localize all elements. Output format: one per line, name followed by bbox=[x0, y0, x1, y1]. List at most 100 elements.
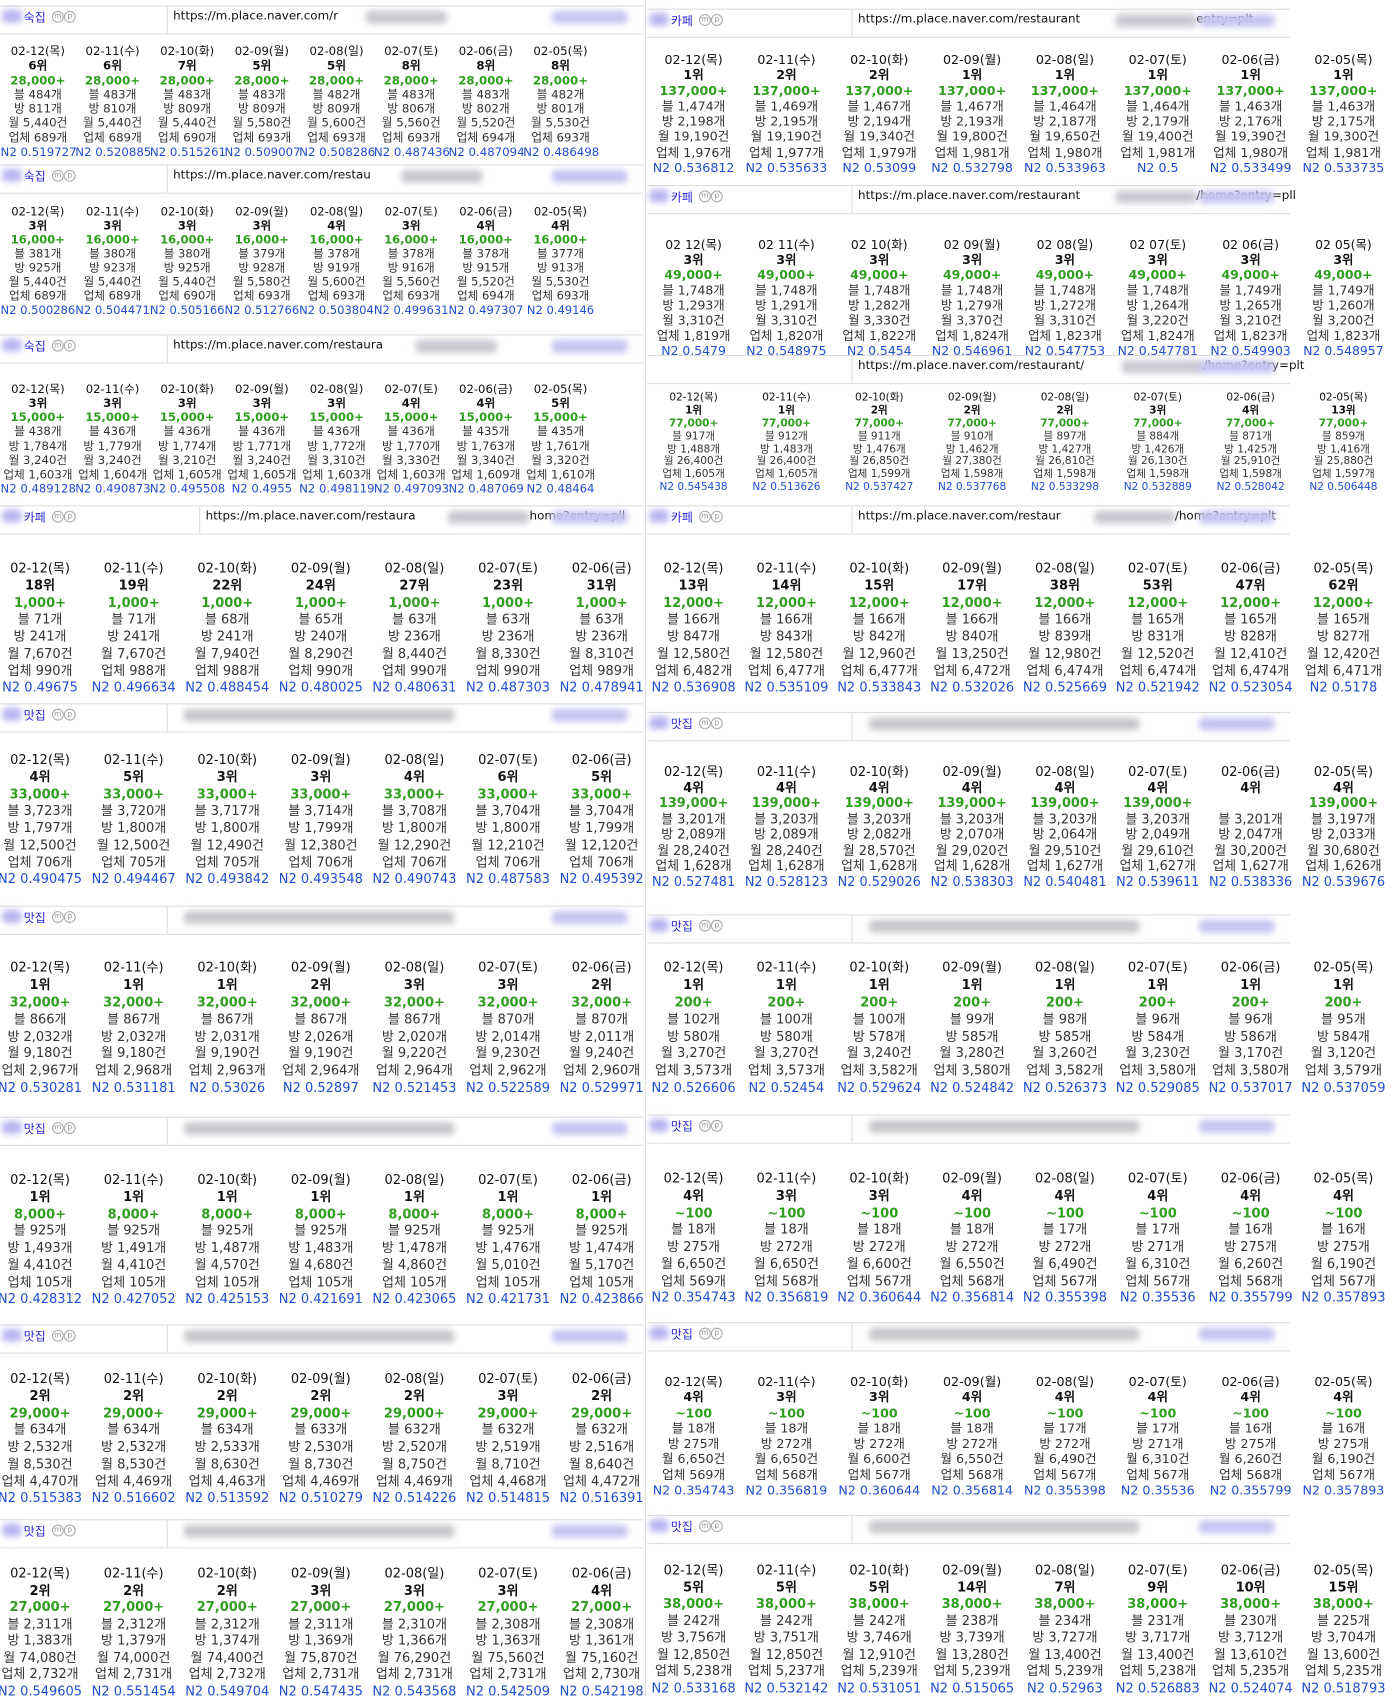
visit-count: 방 840개 bbox=[945, 628, 999, 644]
price: 38,000+ bbox=[848, 1596, 910, 1612]
n2-score: N2 0.512766 bbox=[224, 302, 300, 318]
visit-count: 방 1,379개 bbox=[101, 1632, 167, 1648]
rank: 1위 bbox=[1147, 67, 1168, 83]
date: 02-06(금) bbox=[1221, 1374, 1280, 1390]
map-icon: m bbox=[51, 1329, 64, 1342]
rank: 2위 bbox=[591, 976, 613, 993]
business-count: 업체 1,610개 bbox=[525, 467, 596, 482]
price: 15,000+ bbox=[10, 410, 66, 425]
business-count: 업체 1,824개 bbox=[935, 327, 1009, 344]
n2-score: N2 0.509007 bbox=[224, 144, 300, 159]
n2-score: N2 0.52897 bbox=[282, 1080, 359, 1096]
n2-score: N2 0.360644 bbox=[838, 1482, 921, 1498]
blur-mask bbox=[1198, 14, 1275, 28]
rank: 3위 bbox=[310, 769, 332, 785]
n2-score: N2 0.427052 bbox=[91, 1291, 176, 1307]
visit-count: 방 580개 bbox=[759, 1028, 813, 1044]
category-label: 숙집 bbox=[23, 10, 46, 25]
business-count: 업체 705개 bbox=[194, 854, 260, 870]
date: 02-12(목) bbox=[10, 1565, 70, 1581]
rank: 3위 bbox=[1147, 252, 1168, 268]
blog-count: 블 925개 bbox=[13, 1222, 67, 1239]
day-column: 02-10(화) 1위 32,000+ 블 867개 방 2,031개 월 9,190건 업… bbox=[180, 960, 274, 1097]
business-count: 업체 4,469개 bbox=[95, 1473, 173, 1489]
blog-count: 블 436개 bbox=[387, 424, 435, 439]
price: 28,000+ bbox=[383, 73, 439, 88]
url-divider bbox=[851, 1514, 853, 1543]
visit-count: 방 1,291개 bbox=[755, 297, 818, 313]
n2-score: N2 0.529026 bbox=[837, 873, 921, 889]
business-count: 업체 1,981개 bbox=[1120, 144, 1196, 160]
header-line bbox=[0, 1116, 643, 1118]
blog-count: 블 63개 bbox=[392, 611, 437, 627]
business-count: 업체 706개 bbox=[475, 854, 541, 870]
monthly-count: 월 5,440건 bbox=[83, 274, 142, 289]
business-count: 업체 6,472개 bbox=[933, 662, 1011, 678]
day-column: 02-08(일) 2위 77,000+ 블 897개 방 1,427개 월 26,810건… bbox=[1019, 392, 1112, 495]
blur-mask bbox=[649, 12, 669, 26]
date: 02-09(월) bbox=[942, 1170, 1003, 1186]
visit-count: 방 843개 bbox=[759, 628, 813, 644]
blog-count: 블 166개 bbox=[852, 611, 906, 627]
date: 02-11(수) bbox=[103, 1565, 164, 1581]
price: 28,000+ bbox=[458, 73, 514, 88]
business-count: 업체 689개 bbox=[83, 130, 142, 145]
blog-count: 블 634개 bbox=[13, 1422, 67, 1438]
day-column: 02-06(금) 8위 28,000+ 블 483개 방 802개 월 5,520건 업체 … bbox=[449, 44, 524, 159]
monthly-count: 월 12,580건 bbox=[749, 645, 824, 661]
rank: 3위 bbox=[403, 976, 425, 993]
monthly-count: 월 8,630건 bbox=[194, 1456, 260, 1472]
date: 02-12(목) bbox=[663, 1170, 724, 1186]
visit-count: 방 271개 bbox=[1132, 1435, 1184, 1452]
monthly-count: 월 3,310건 bbox=[662, 312, 725, 328]
visit-count: 방 2,532개 bbox=[101, 1439, 167, 1455]
rank: 13위 bbox=[1331, 404, 1356, 417]
business-count: 업체 988개 bbox=[194, 662, 260, 678]
visit-count: 방 578개 bbox=[852, 1028, 906, 1044]
date: 02-08(일) bbox=[1035, 1562, 1095, 1578]
n2-score: N2 0.522589 bbox=[465, 1080, 551, 1096]
blur-mask bbox=[1198, 360, 1275, 374]
blog-count: 블 242개 bbox=[667, 1612, 720, 1628]
rank: 14위 bbox=[771, 577, 802, 593]
rank: 3위 bbox=[327, 396, 346, 411]
day-column: 02-09(월) 1위 8,000+ 블 925개 방 1,483개 월 4,680건 업체… bbox=[274, 1172, 368, 1308]
price: 12,000+ bbox=[1312, 594, 1374, 610]
price: 137,000+ bbox=[1216, 82, 1285, 98]
day-column: 02-10(화) 1위 200+ 블 100개 방 578개 월 3,240건 업체 3,5… bbox=[833, 960, 926, 1097]
visit-count: 방 584개 bbox=[1317, 1028, 1370, 1044]
map-icon: p bbox=[710, 919, 723, 932]
blog-count: 블 435개 bbox=[462, 424, 510, 439]
visit-count: 방 1,476개 bbox=[475, 1240, 541, 1256]
visit-count: 방 272개 bbox=[1039, 1435, 1091, 1452]
date: 02-05(목) bbox=[533, 204, 588, 219]
date: 02-07(토) bbox=[478, 752, 538, 768]
day-column: 02 08(일) 3위 49,000+ 블 1,748개 방 1,272개 월 3,310… bbox=[1019, 237, 1112, 358]
price: 33,000+ bbox=[571, 786, 633, 802]
business-count: 업체 3,582개 bbox=[1026, 1062, 1104, 1078]
visit-count: 방 1,799개 bbox=[569, 820, 635, 836]
visit-count: 방 809개 bbox=[237, 101, 286, 116]
day-column: 02-11(수) 3위 ~100 블 18개 방 272개 월 6,650건 업체 568개… bbox=[740, 1171, 833, 1307]
url-divider bbox=[166, 1519, 168, 1548]
n2-score: N2 0.5454 bbox=[846, 343, 912, 359]
category-label: 맛집 bbox=[670, 1327, 693, 1342]
day-column: 02-12(목) 1위 77,000+ 블 917개 방 1,488개 월 26,400건… bbox=[647, 392, 740, 495]
day-column: 02-12(목) 1위 137,000+ 블 1,474개 방 2,198개 월 19,1… bbox=[647, 52, 740, 175]
price: 38,000+ bbox=[941, 1596, 1003, 1612]
blur-mask bbox=[415, 339, 498, 353]
date: 02-08(일) bbox=[384, 560, 445, 576]
rank: 2위 bbox=[29, 1582, 51, 1598]
day-column: 02-11(수) 1위 77,000+ 블 912개 방 1,483개 월 26,400건… bbox=[740, 392, 833, 495]
day-column: 02-06(금) 10위 38,000+ 블 230개 방 3,712개 월 13,610… bbox=[1204, 1562, 1297, 1696]
rank: 4위 bbox=[403, 769, 425, 785]
blog-count: 블 18개 bbox=[949, 1221, 995, 1238]
price: 139,000+ bbox=[1123, 795, 1193, 811]
rank: 6위 bbox=[103, 58, 123, 73]
business-count: 업체 1,980개 bbox=[1027, 144, 1103, 160]
date: 02 05(목) bbox=[1315, 236, 1372, 253]
n2-score: N2 0.355799 bbox=[1209, 1482, 1292, 1498]
rank: 1위 bbox=[591, 1188, 613, 1205]
date: 02-08(일) bbox=[384, 752, 445, 768]
n2-score: N2 0.48464 bbox=[526, 481, 595, 496]
